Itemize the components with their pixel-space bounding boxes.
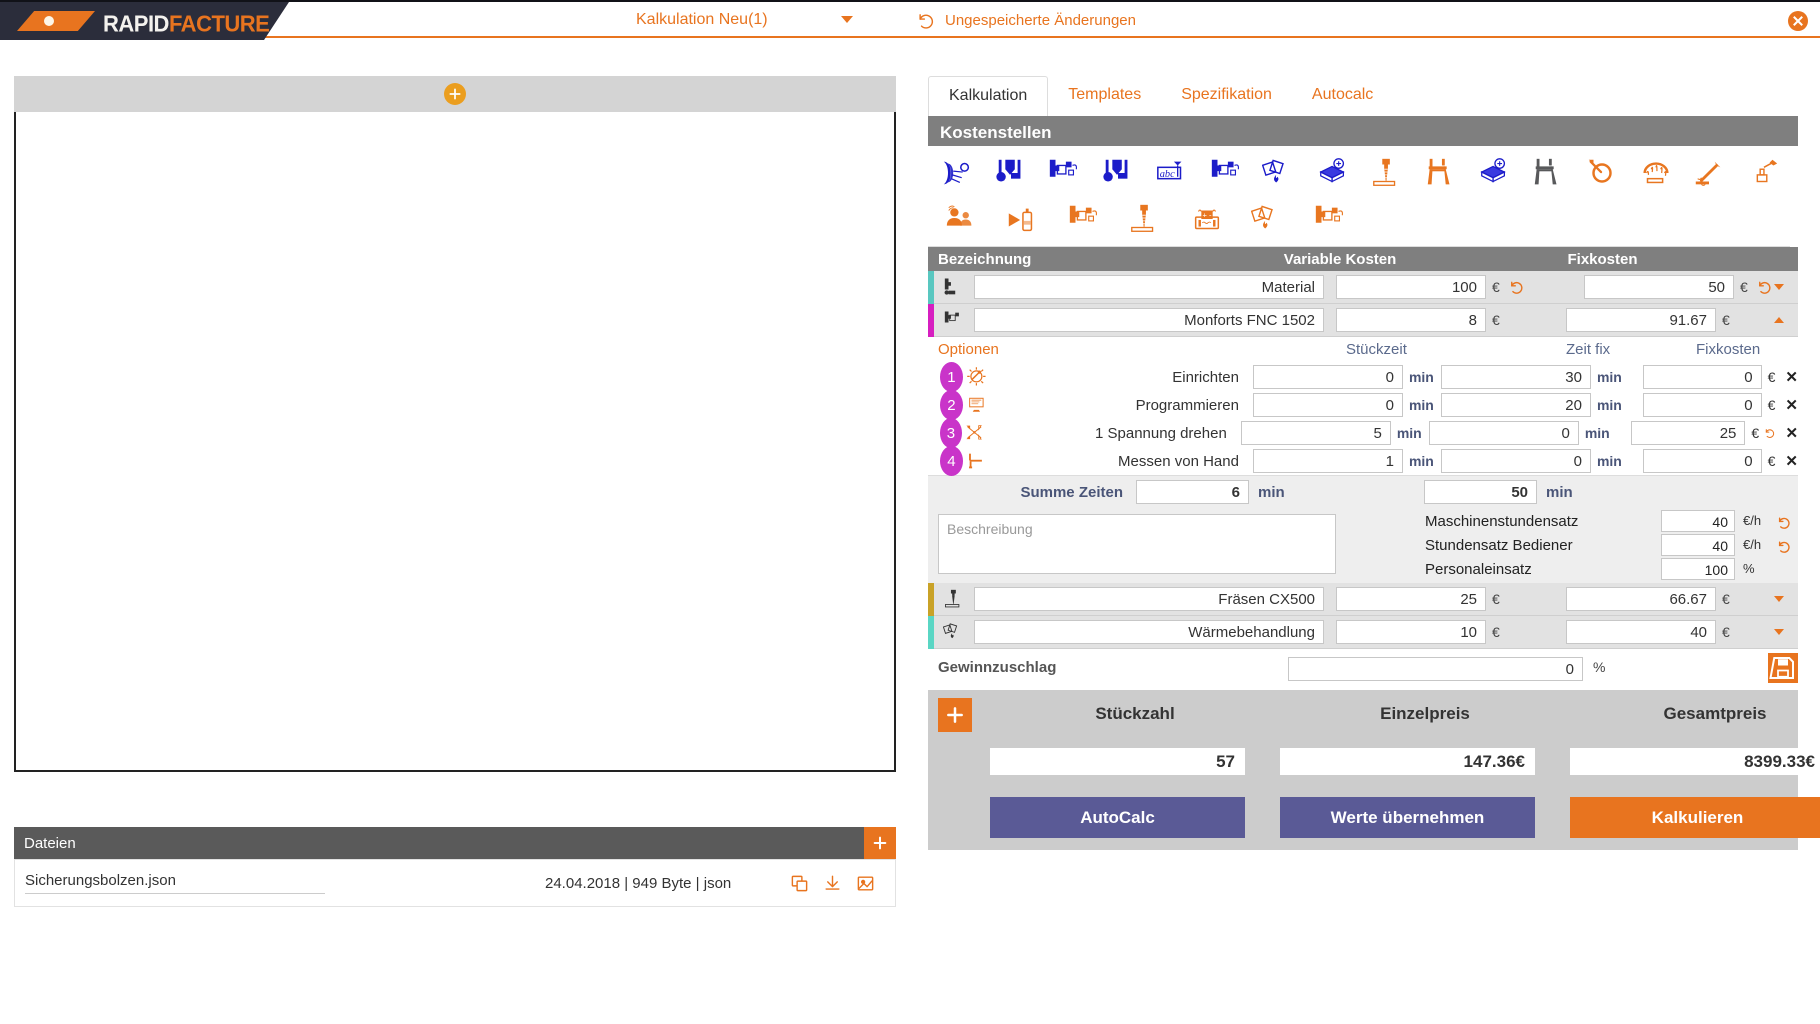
svg-text:abc: abc (1160, 169, 1175, 180)
svg-text:+ -: + - (1202, 210, 1212, 219)
